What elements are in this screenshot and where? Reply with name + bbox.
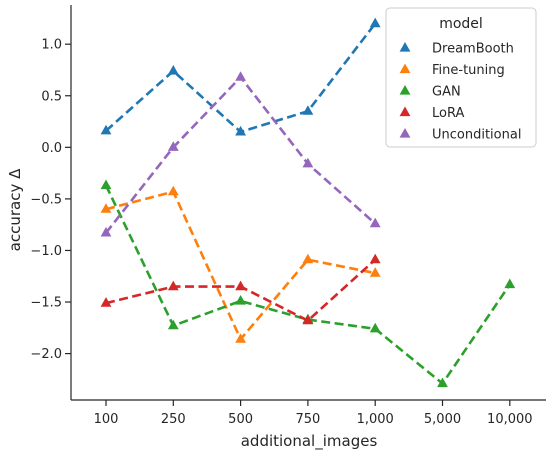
data-point (369, 217, 381, 228)
data-point (167, 319, 179, 330)
data-point (369, 267, 381, 277)
data-point (100, 297, 112, 307)
data-point (100, 124, 112, 135)
legend-label-gan: GAN (432, 85, 461, 100)
series-lora (100, 253, 381, 325)
x-tick-label: 1,000 (357, 412, 394, 427)
x-tick-label: 100 (94, 412, 119, 427)
data-point (235, 295, 246, 305)
y-ticks: 1.0 0.5 0.0 −0.5 −1.0 −1.5 −2.0 (30, 38, 71, 362)
x-axis-title: additional_images (241, 432, 378, 451)
series-fine-tuning (100, 185, 381, 343)
data-point (167, 141, 179, 151)
series-layer (100, 17, 516, 388)
data-point (504, 278, 516, 289)
y-tick-label: 0.5 (41, 89, 62, 104)
legend-label-fine-tuning: Fine-tuning (432, 63, 505, 78)
data-point (167, 280, 179, 291)
x-tick-label: 250 (161, 412, 186, 427)
series-line-fine-tuning (105, 190, 376, 342)
y-tick-label: 1.0 (41, 38, 62, 53)
data-point (235, 71, 246, 81)
y-tick-label: −0.5 (30, 192, 62, 207)
data-point (100, 226, 112, 237)
legend-label-lora: LoRA (432, 106, 464, 121)
data-point (235, 280, 246, 291)
data-point (302, 253, 314, 264)
data-point (235, 125, 246, 136)
data-point (100, 179, 112, 190)
series-gan (100, 179, 516, 388)
legend-frame (385, 7, 537, 148)
legend-label-unconditional: Unconditional (432, 128, 521, 143)
legend-title: model (439, 16, 483, 32)
data-point (437, 377, 448, 388)
y-axis-title: accuracy Δ (6, 168, 24, 251)
series-unconditional (100, 71, 381, 237)
y-tick-label: 0.0 (41, 141, 62, 156)
data-point (369, 253, 381, 264)
y-tick-label: −2.0 (30, 347, 62, 362)
x-ticks: 100 250 500 750 1,000 5,000 10,000 (94, 400, 533, 427)
data-point (302, 157, 314, 168)
data-point (369, 17, 381, 28)
legend-marker-fine-tuning (399, 63, 411, 74)
data-point (302, 314, 314, 325)
legend-marker-dreambooth (399, 42, 411, 52)
series-line-unconditional (104, 75, 377, 234)
x-tick-label: 5,000 (424, 412, 461, 427)
data-point (235, 333, 246, 343)
x-tick-label: 10,000 (487, 412, 533, 427)
data-point (167, 185, 179, 196)
x-tick-label: 750 (295, 412, 320, 427)
series-line-gan (104, 184, 511, 386)
y-tick-label: −1.5 (30, 296, 62, 311)
data-point (369, 322, 381, 333)
data-point (100, 203, 112, 213)
legend-marker-lora (399, 106, 411, 117)
data-point (302, 105, 314, 115)
legend: model DreamBooth Fine-tuning GAN LoRA Uncond… (385, 7, 537, 148)
y-tick-label: −1.0 (30, 244, 62, 259)
series-dreambooth (100, 17, 381, 136)
legend-marker-gan (399, 85, 411, 95)
data-point (167, 65, 179, 75)
legend-label-dreambooth: DreamBooth (432, 42, 514, 57)
legend-marker-unconditional (399, 128, 411, 138)
x-tick-label: 500 (228, 412, 253, 427)
